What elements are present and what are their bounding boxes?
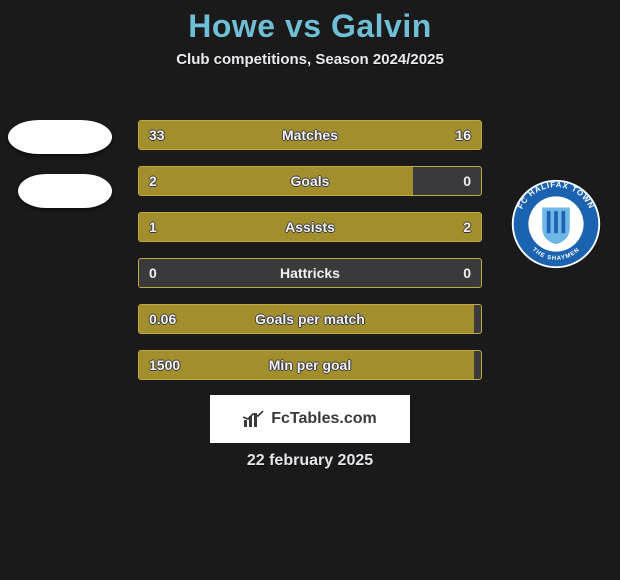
stat-value-left: 2: [149, 173, 157, 189]
stat-row: 1500 Min per goal: [138, 350, 482, 380]
player-left-logo-2: [18, 174, 112, 208]
stat-value-right: 16: [455, 127, 471, 143]
stat-row: 0.06 Goals per match: [138, 304, 482, 334]
stat-label: Assists: [285, 219, 335, 235]
player-left-logo-1: [8, 120, 112, 154]
stat-value-left: 1500: [149, 357, 180, 373]
stat-label: Goals: [291, 173, 330, 189]
stat-value-right: 0: [463, 265, 471, 281]
stat-label: Min per goal: [269, 357, 351, 373]
subtitle: Club competitions, Season 2024/2025: [0, 51, 620, 68]
date-label: 22 february 2025: [0, 452, 620, 470]
watermark: FcTables.com: [210, 395, 410, 443]
stat-value-left: 33: [149, 127, 165, 143]
stat-value-left: 1: [149, 219, 157, 235]
comparison-card: Howe vs Galvin Club competitions, Season…: [0, 0, 620, 580]
stat-row: 33 16 Matches: [138, 120, 482, 150]
bar-fill-left: [139, 167, 413, 195]
stat-value-left: 0: [149, 265, 157, 281]
stats-container: 33 16 Matches 2 0 Goals 1 2 Assists 0 0 Hattricks 0.…: [138, 120, 482, 396]
stat-row: 1 2 Assists: [138, 212, 482, 242]
stat-label: Matches: [282, 127, 338, 143]
page-title: Howe vs Galvin: [0, 0, 620, 45]
stat-row: 2 0 Goals: [138, 166, 482, 196]
stat-label: Hattricks: [280, 265, 340, 281]
watermark-label: FcTables.com: [271, 410, 377, 428]
stat-value-right: 0: [463, 173, 471, 189]
chart-icon: [243, 410, 265, 428]
stat-row: 0 0 Hattricks: [138, 258, 482, 288]
stat-label: Goals per match: [255, 311, 365, 327]
club-badge-halifax: FC HALIFAX TOWN THE SHAYMEN: [510, 178, 602, 270]
stat-value-left: 0.06: [149, 311, 176, 327]
stat-value-right: 2: [463, 219, 471, 235]
